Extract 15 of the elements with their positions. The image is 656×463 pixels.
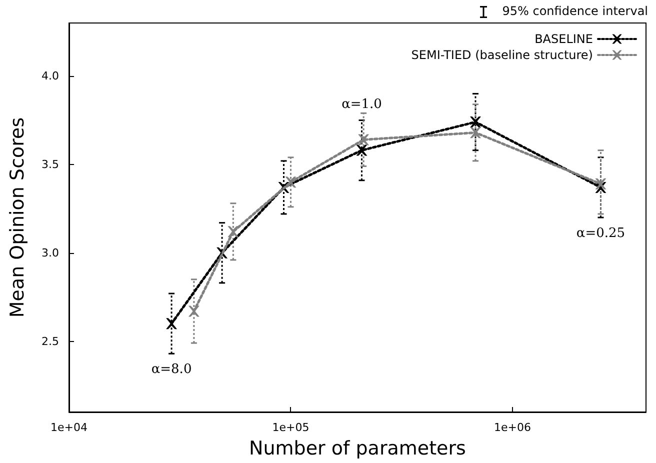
annotation: α=1.0 bbox=[342, 96, 382, 112]
legend-label: SEMI-TIED (baseline structure) bbox=[411, 48, 593, 62]
y-tick-label: 3.0 bbox=[42, 246, 59, 260]
x-axis-title: Number of parameters bbox=[249, 438, 466, 460]
y-axis-title: Mean Opinion Scores bbox=[6, 117, 28, 318]
x-tick-label: 1e+04 bbox=[50, 421, 88, 434]
text: 95% confidence interval bbox=[502, 4, 648, 18]
y-tick-label: 2.5 bbox=[42, 334, 59, 348]
x-tick-label: 1e+06 bbox=[494, 421, 531, 434]
legend-label: BASELINE bbox=[534, 32, 593, 46]
annotation: α=8.0 bbox=[151, 362, 192, 378]
annotation: α=0.25 bbox=[576, 226, 626, 241]
y-tick-label: 4.0 bbox=[42, 70, 59, 83]
y-tick-label: 3.5 bbox=[42, 158, 59, 171]
x-tick-label: 1e+05 bbox=[272, 421, 310, 434]
